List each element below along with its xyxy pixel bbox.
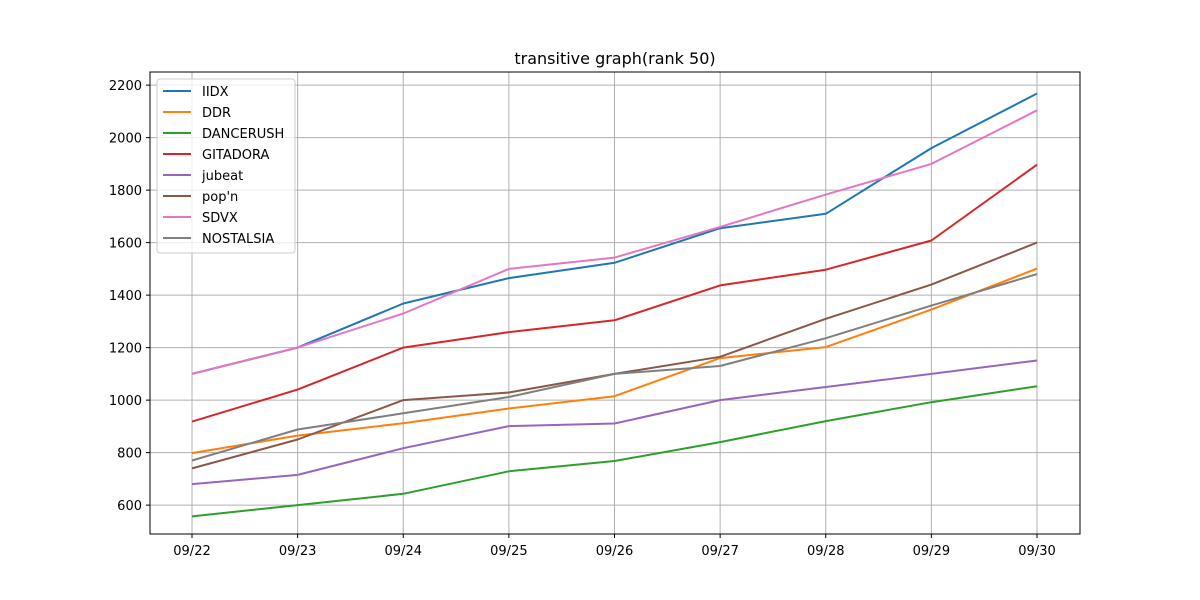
series-line-sdvx (191, 109, 1038, 375)
y-tick-label: 1400 (109, 289, 142, 304)
x-tick-label: 09/26 (596, 544, 633, 559)
series-line-nostalsia (191, 273, 1038, 462)
series-line-gitadora (191, 163, 1038, 423)
legend-label: GITADORA (202, 148, 269, 163)
y-tick-label: 1600 (109, 237, 142, 252)
series-line-dancerush (191, 385, 1038, 518)
x-tick-label: 09/22 (173, 544, 210, 559)
legend-label: DDR (202, 106, 231, 121)
grid (150, 72, 1080, 534)
x-tick-label: 09/29 (913, 544, 950, 559)
x-tick-label: 09/30 (1018, 544, 1055, 559)
y-axis: 600 800 1000 1200 1400 1600 1800 2000 2200 (109, 79, 150, 514)
series-line-jubeat (191, 359, 1038, 486)
legend-label: DANCERUSH (202, 127, 284, 142)
x-tick-label: 09/27 (701, 544, 738, 559)
legend: IIDX DDR DANCERUSH GITADORA jubeat pop'n SDVX N… (156, 78, 296, 254)
x-tick-label: 09/23 (279, 544, 316, 559)
legend-label: IIDX (202, 85, 229, 100)
y-tick-label: 1800 (109, 184, 142, 199)
series-line-iidx (191, 92, 1038, 375)
y-tick-label: 600 (117, 499, 142, 514)
x-axis: 09/22 09/23 09/24 09/25 09/26 09/27 09/28 09/29… (173, 534, 1056, 559)
legend-box (156, 78, 296, 254)
y-tick-label: 2200 (109, 79, 142, 94)
y-tick-label: 1000 (109, 394, 142, 409)
x-tick-label: 09/28 (807, 544, 844, 559)
series-lines (191, 92, 1038, 518)
legend-label: jubeat (201, 169, 243, 184)
legend-label: SDVX (202, 211, 238, 226)
y-tick-label: 2000 (109, 132, 142, 147)
series-line-ddr (191, 267, 1038, 455)
legend-label: NOSTALSIA (202, 232, 274, 247)
x-tick-label: 09/25 (490, 544, 527, 559)
y-tick-label: 1200 (109, 342, 142, 357)
legend-label: pop'n (202, 190, 238, 205)
x-tick-label: 09/24 (385, 544, 422, 559)
chart-title: transitive graph(rank 50) (514, 49, 715, 68)
y-tick-label: 800 (117, 447, 142, 462)
